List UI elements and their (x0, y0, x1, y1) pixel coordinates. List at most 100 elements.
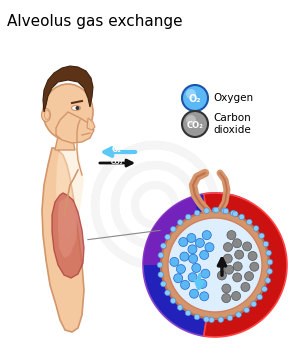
Circle shape (217, 271, 226, 280)
Circle shape (241, 282, 250, 292)
Circle shape (248, 251, 257, 260)
Circle shape (266, 250, 271, 256)
Circle shape (244, 307, 249, 313)
Circle shape (187, 233, 196, 243)
Circle shape (235, 250, 244, 259)
Circle shape (186, 115, 196, 125)
Circle shape (158, 272, 164, 278)
Circle shape (200, 251, 209, 259)
Circle shape (161, 211, 269, 319)
Circle shape (222, 208, 227, 213)
Ellipse shape (43, 84, 93, 140)
Text: Carbon
dioxide: Carbon dioxide (213, 113, 251, 135)
Circle shape (170, 298, 176, 303)
Circle shape (185, 214, 191, 220)
Circle shape (202, 231, 211, 240)
Circle shape (267, 259, 273, 265)
Circle shape (195, 238, 204, 247)
Polygon shape (52, 193, 84, 278)
Circle shape (178, 219, 183, 225)
Polygon shape (204, 193, 287, 337)
Circle shape (253, 226, 259, 231)
Circle shape (182, 85, 208, 111)
Circle shape (236, 312, 241, 317)
Text: CO₂: CO₂ (187, 120, 203, 130)
Circle shape (233, 273, 242, 282)
Circle shape (186, 89, 196, 99)
Circle shape (170, 257, 179, 266)
Text: Oxygen: Oxygen (213, 93, 253, 103)
Circle shape (204, 208, 209, 213)
Polygon shape (143, 196, 198, 265)
Ellipse shape (71, 105, 81, 111)
Circle shape (201, 269, 210, 278)
Circle shape (76, 106, 79, 110)
Circle shape (224, 265, 234, 274)
Circle shape (224, 243, 232, 252)
Circle shape (239, 214, 244, 220)
Text: Alveolus gas exchange: Alveolus gas exchange (7, 14, 183, 29)
Circle shape (222, 284, 231, 293)
Ellipse shape (42, 108, 50, 121)
Circle shape (174, 274, 183, 283)
Circle shape (165, 234, 171, 240)
Circle shape (189, 254, 198, 263)
Circle shape (188, 245, 197, 254)
Circle shape (198, 279, 207, 288)
Circle shape (267, 268, 272, 274)
Circle shape (223, 254, 232, 263)
Polygon shape (87, 118, 95, 130)
Circle shape (259, 233, 264, 239)
Circle shape (246, 219, 252, 225)
Circle shape (205, 243, 214, 252)
Circle shape (157, 262, 163, 268)
Circle shape (158, 252, 164, 258)
Circle shape (165, 290, 170, 295)
Circle shape (194, 314, 200, 320)
Polygon shape (43, 66, 93, 112)
Polygon shape (58, 197, 78, 258)
Circle shape (188, 273, 197, 282)
Polygon shape (56, 148, 84, 240)
Circle shape (243, 242, 252, 251)
Circle shape (233, 262, 242, 271)
Circle shape (251, 301, 256, 307)
Circle shape (161, 243, 166, 248)
Polygon shape (56, 112, 94, 143)
Circle shape (177, 305, 183, 310)
Circle shape (194, 210, 200, 216)
Circle shape (227, 315, 233, 321)
Circle shape (190, 289, 199, 298)
Circle shape (204, 316, 209, 322)
Circle shape (265, 278, 271, 283)
Circle shape (161, 281, 166, 287)
Circle shape (257, 294, 263, 300)
Polygon shape (143, 193, 248, 336)
Circle shape (168, 218, 262, 312)
Text: O₂: O₂ (189, 94, 201, 104)
Circle shape (182, 111, 208, 137)
Circle shape (176, 265, 185, 274)
Circle shape (212, 207, 218, 213)
Circle shape (185, 310, 191, 316)
Circle shape (214, 207, 219, 213)
Text: O₂: O₂ (112, 146, 122, 154)
Polygon shape (55, 136, 75, 150)
Circle shape (245, 272, 253, 281)
Circle shape (180, 252, 189, 261)
Circle shape (263, 241, 269, 247)
Circle shape (192, 264, 201, 273)
Circle shape (179, 238, 188, 246)
Circle shape (200, 292, 209, 301)
Circle shape (233, 239, 242, 248)
Circle shape (250, 262, 259, 271)
Polygon shape (42, 148, 84, 332)
Circle shape (230, 210, 236, 216)
Circle shape (209, 317, 214, 323)
Circle shape (180, 280, 190, 289)
Circle shape (262, 286, 267, 292)
Circle shape (227, 231, 236, 240)
Circle shape (218, 317, 224, 322)
Circle shape (231, 292, 241, 301)
Text: CO₂: CO₂ (111, 160, 123, 164)
